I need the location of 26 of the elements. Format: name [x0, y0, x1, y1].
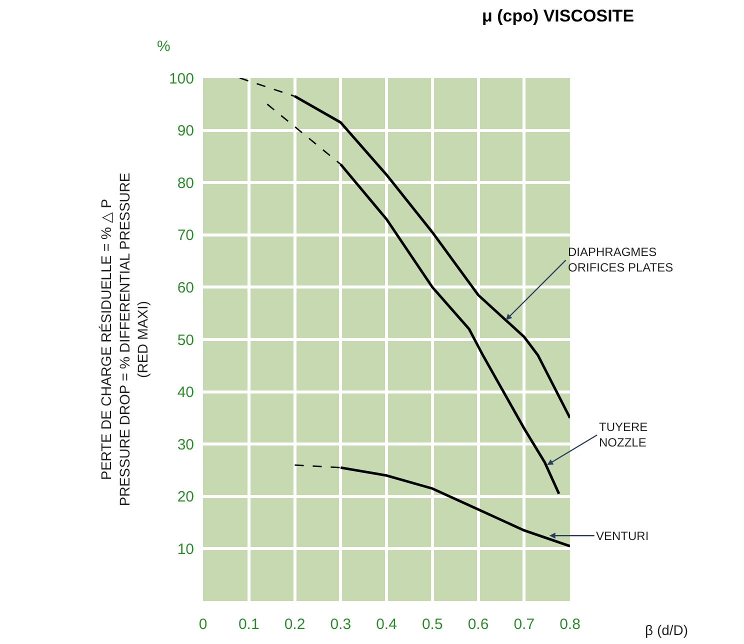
y-tick-label: 50	[177, 332, 194, 349]
y-tick-label: 30	[177, 436, 194, 454]
annotation: DIAPHRAGMES ORIFICES PLATES	[568, 245, 674, 275]
x-tick-label: 0.8	[560, 616, 580, 633]
y-tick-label: 40	[177, 384, 194, 402]
x-tick-label: 0.1	[238, 616, 260, 633]
y-axis-title: PERTE DE CHARGE RÉSIDUELLE = % △ P PRESSURE DROP = % DIFFERENTIAL PRESSURE (RED MAXI)	[98, 172, 151, 506]
chart-title: μ (cpo) VISCOSITE	[482, 6, 634, 26]
x-axis-title: β (d/D)	[645, 622, 688, 638]
y-tick-label: 100	[168, 70, 194, 88]
x-tick-label: 0.4	[376, 616, 397, 633]
x-tick-label: 0.3	[330, 616, 352, 633]
y-tick-label: 10	[177, 540, 194, 558]
x-tick-label: 0.7	[514, 616, 535, 633]
x-tick-label: 0.2	[284, 616, 306, 633]
y-tick-label: 60	[177, 279, 194, 296]
x-tick-label: 0.6	[468, 616, 489, 633]
x-tick-label: 0	[198, 616, 208, 633]
x-tick-label: 0.5	[422, 616, 443, 633]
annotation: VENTURI	[596, 529, 649, 543]
text: %	[157, 38, 170, 55]
y-tick-label: 70	[177, 227, 194, 244]
y-tick-label: 20	[177, 488, 194, 506]
y-tick-label: 90	[177, 122, 194, 140]
y-tick-label: 80	[177, 174, 194, 192]
annotation: TUYERE NOZZLE	[599, 420, 648, 450]
